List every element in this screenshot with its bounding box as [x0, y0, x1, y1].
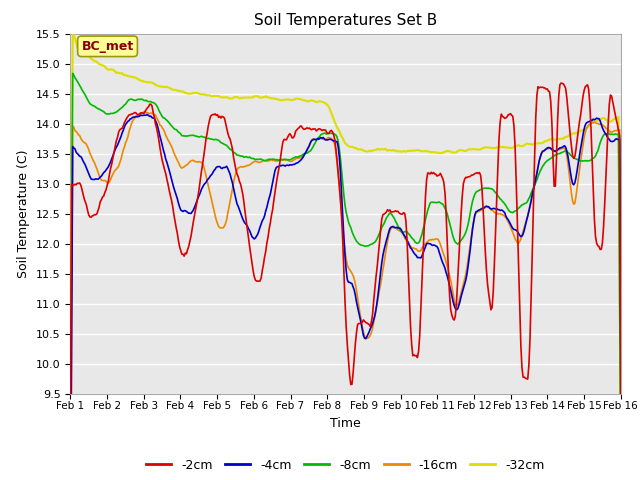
Y-axis label: Soil Temperature (C): Soil Temperature (C)	[17, 149, 30, 278]
X-axis label: Time: Time	[330, 417, 361, 430]
Text: BC_met: BC_met	[81, 40, 134, 53]
Legend: -2cm, -4cm, -8cm, -16cm, -32cm: -2cm, -4cm, -8cm, -16cm, -32cm	[141, 454, 550, 477]
Title: Soil Temperatures Set B: Soil Temperatures Set B	[254, 13, 437, 28]
